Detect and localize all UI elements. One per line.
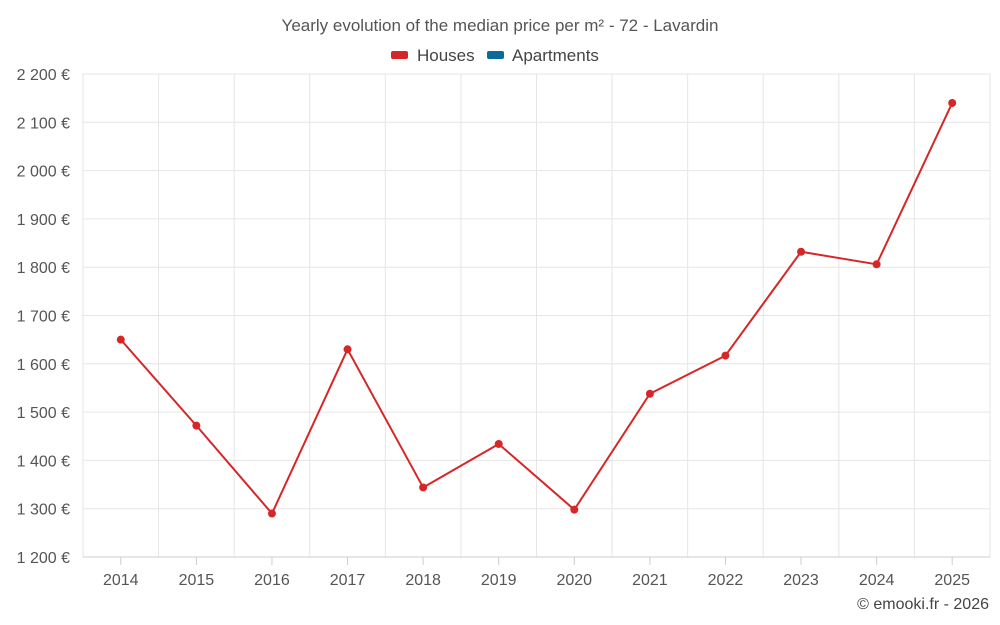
data-point-houses-2022[interactable] [721,351,730,360]
chart-title: Yearly evolution of the median price per… [282,16,719,35]
data-point-houses-2014[interactable] [116,335,125,344]
y-tick-label: 1 700 € [17,309,70,326]
x-tick-label: 2023 [783,572,819,589]
x-tick-label: 2015 [179,572,215,589]
y-tick-label: 1 900 € [17,212,70,229]
y-tick-label: 1 200 € [17,550,70,567]
data-point-houses-2017[interactable] [343,345,352,354]
y-tick-label: 1 500 € [17,405,70,422]
legend-swatch-apartments [487,51,504,59]
x-tick-label: 2025 [934,572,970,589]
data-point-houses-2018[interactable] [419,483,428,492]
grid [82,73,991,557]
series-line-houses [120,102,954,515]
legend-label-houses: Houses [417,46,475,65]
data-point-houses-2023[interactable] [797,247,806,256]
data-point-houses-2020[interactable] [570,505,579,514]
legend-swatch-houses [391,51,408,59]
data-point-houses-2025[interactable] [948,98,957,107]
data-point-houses-2016[interactable] [267,509,276,518]
legend-item-houses[interactable]: Houses [391,46,475,65]
x-tick-label: 2020 [556,572,592,589]
y-tick-label: 1 600 € [17,357,70,374]
x-tick-label: 2019 [481,572,517,589]
x-tick-label: 2016 [254,572,290,589]
credit-text: © emooki.fr - 2026 [857,596,989,613]
x-tick-label: 2014 [103,572,139,589]
x-tick-label: 2021 [632,572,668,589]
x-tick-label: 2022 [708,572,744,589]
y-tick-label: 1 400 € [17,453,70,470]
axes: 1 200 € 1 300 € 1 400 € 1 500 € 1 600 € 1 700… [17,67,990,589]
x-tick-label: 2017 [330,572,366,589]
legend[interactable]: Houses Apartments [391,46,599,65]
x-tick-label: 2018 [405,572,441,589]
y-tick-label: 1 800 € [17,260,70,277]
data-point-houses-2015[interactable] [192,421,201,430]
x-tick-label: 2024 [859,572,895,589]
y-tick-label: 2 100 € [17,115,70,132]
data-point-houses-2019[interactable] [494,439,503,448]
data-point-houses-2024[interactable] [872,260,881,269]
series [116,98,957,518]
y-tick-label: 2 200 € [17,67,70,84]
y-tick-label: 1 300 € [17,502,70,519]
legend-label-apartments: Apartments [512,46,599,65]
data-point-houses-2021[interactable] [645,389,654,398]
y-tick-label: 2 000 € [17,164,70,181]
legend-item-apartments[interactable]: Apartments [487,46,599,65]
